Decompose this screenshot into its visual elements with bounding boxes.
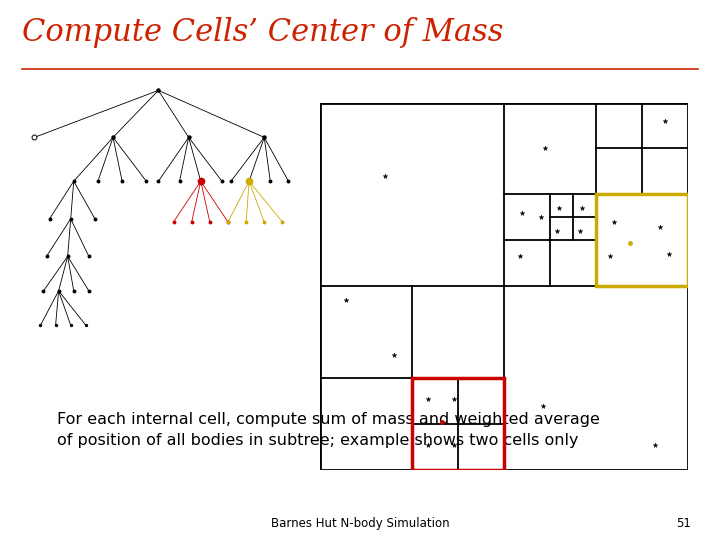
Text: Barnes Hut N-body Simulation: Barnes Hut N-body Simulation: [271, 517, 449, 530]
Bar: [596, 194, 688, 286]
Text: Compute Cells’ Center of Mass: Compute Cells’ Center of Mass: [22, 17, 503, 48]
Bar: [412, 378, 504, 470]
Text: For each internal cell, compute sum of mass and weighted average
of position of : For each internal cell, compute sum of m…: [57, 413, 600, 448]
Text: 51: 51: [676, 517, 691, 530]
